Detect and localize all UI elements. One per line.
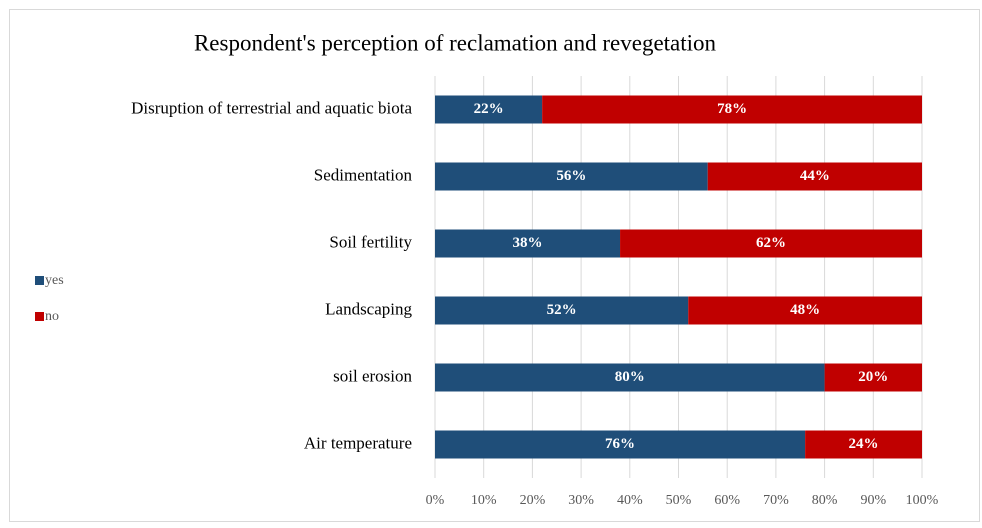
x-tick-label: 100% (906, 493, 939, 508)
y-tick-label: Soil fertility (329, 232, 412, 251)
data-label: 24% (849, 436, 879, 452)
data-label: 80% (615, 369, 645, 385)
legend-swatch (35, 312, 44, 321)
y-tick-label: soil erosion (333, 366, 412, 385)
data-label: 22% (474, 101, 504, 117)
data-label: 52% (547, 302, 577, 318)
bar-segment (805, 430, 922, 459)
chart-title: Respondent's perception of reclamation a… (194, 30, 717, 55)
bar-segment (542, 95, 922, 124)
y-tick-label: Air temperature (304, 433, 412, 452)
legend-swatch (35, 276, 44, 285)
x-tick-label: 40% (617, 493, 643, 508)
x-tick-label: 50% (666, 493, 692, 508)
bar-segment (824, 363, 922, 392)
data-label: 20% (858, 369, 888, 385)
bar-segment (688, 296, 922, 325)
bar-segment (435, 430, 806, 459)
bar-segment (435, 296, 689, 325)
x-tick-label: 10% (471, 493, 497, 508)
data-label: 76% (605, 436, 635, 452)
x-tick-label: 70% (763, 493, 789, 508)
legend-label: yes (45, 273, 64, 288)
x-tick-label: 0% (426, 493, 445, 508)
data-label: 78% (717, 101, 747, 117)
x-tick-label: 60% (714, 493, 740, 508)
data-label: 48% (790, 302, 820, 318)
data-label: 38% (513, 235, 543, 251)
data-label: 56% (556, 168, 586, 184)
y-tick-label: Landscaping (325, 299, 412, 318)
bar-segment (620, 229, 922, 258)
x-tick-label: 90% (860, 493, 886, 508)
bar-segment (435, 95, 543, 124)
data-label: 44% (800, 168, 830, 184)
bar-segment (435, 162, 708, 191)
y-tick-label: Disruption of terrestrial and aquatic bi… (131, 98, 412, 117)
bar-segment (435, 229, 621, 258)
bar-segment (435, 363, 825, 392)
y-tick-label: Sedimentation (314, 165, 413, 184)
x-tick-label: 20% (520, 493, 546, 508)
data-label: 62% (756, 235, 786, 251)
legend-label: no (45, 309, 59, 324)
x-tick-label: 30% (568, 493, 594, 508)
x-tick-label: 80% (812, 493, 838, 508)
bar-segment (707, 162, 922, 191)
